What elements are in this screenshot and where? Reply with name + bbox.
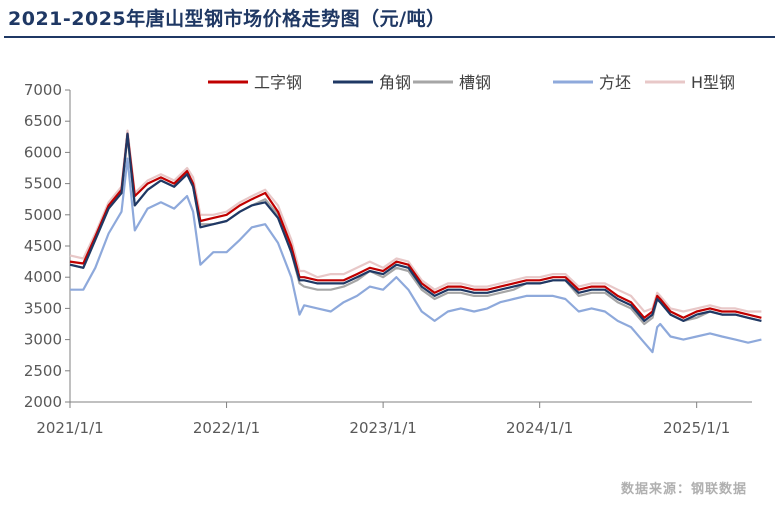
series-line-2 xyxy=(69,132,762,322)
data-source: 数据来源：钢联数据 xyxy=(620,482,747,497)
series-line-1 xyxy=(69,132,762,319)
y-tick-label: 2500 xyxy=(24,362,62,380)
legend-label: 工字钢 xyxy=(254,73,302,92)
y-tick-label: 6000 xyxy=(24,143,62,161)
x-tick-label: 2024/1/1 xyxy=(506,419,573,437)
x-tick-label: 2023/1/1 xyxy=(349,419,416,437)
x-tick-label: 2022/1/1 xyxy=(193,419,260,437)
y-tick-label: 5000 xyxy=(24,206,62,224)
legend-label: H型钢 xyxy=(691,73,735,92)
title-underline xyxy=(4,36,775,38)
y-tick-label: 2000 xyxy=(24,393,62,411)
series-line-5 xyxy=(69,129,762,313)
y-tick-label: 4000 xyxy=(24,268,62,286)
chart-title: 2021-2025年唐山型钢市场价格走势图（元/吨） xyxy=(8,8,446,30)
x-tick-label: 2025/1/1 xyxy=(663,419,730,437)
legend-label: 方坯 xyxy=(599,73,631,92)
y-tick-label: 3000 xyxy=(24,331,62,349)
legend-label: 槽钢 xyxy=(459,73,491,92)
y-tick-label: 3500 xyxy=(24,299,62,317)
y-tick-label: 5500 xyxy=(24,175,62,193)
y-axis: 2000 2500 3000 3500 4000 4500 5000 5500 6000 6500… xyxy=(24,81,71,411)
legend: 工字钢 角钢 槽钢 方坯 H型钢 xyxy=(208,73,735,92)
y-tick-label: 6500 xyxy=(24,112,62,130)
y-tick-label: 4500 xyxy=(24,237,62,255)
series-lines xyxy=(69,129,762,354)
x-axis: 2021/1/1 2022/1/1 2023/1/1 2024/1/1 2025/1/1 xyxy=(36,401,752,437)
y-tick-label: 7000 xyxy=(24,81,62,99)
legend-label: 角钢 xyxy=(379,73,411,92)
x-tick-label: 2021/1/1 xyxy=(36,419,103,437)
series-line-4 xyxy=(70,157,762,354)
